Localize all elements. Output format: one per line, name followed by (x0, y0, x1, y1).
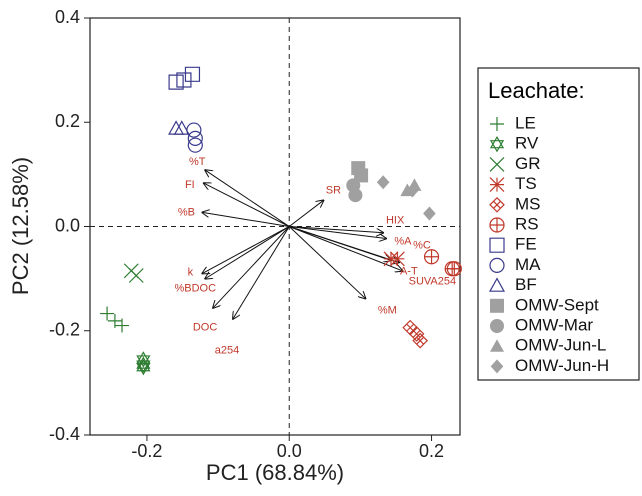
point (100, 306, 115, 321)
point (348, 188, 363, 203)
legend-marker (488, 277, 506, 292)
point (408, 326, 425, 342)
point (406, 183, 419, 198)
point (107, 313, 122, 328)
legend-label: MA (515, 255, 541, 274)
loading-label: k (188, 266, 194, 278)
legend-marker (490, 319, 504, 333)
x-tick-label: 0.2 (419, 441, 444, 461)
x-tick-label: -0.2 (131, 441, 162, 461)
point (187, 130, 203, 147)
legend-marker (489, 217, 505, 233)
loading-arrow (289, 226, 399, 263)
point (446, 261, 462, 277)
loading-arrow (289, 226, 402, 271)
legend-marker (490, 359, 504, 374)
loading-arrow (202, 212, 290, 227)
point (412, 332, 429, 349)
legend-label: OMW-Mar (515, 315, 593, 334)
legend-label: BF (515, 275, 537, 294)
legend-title: Leachate: (488, 78, 585, 103)
legend-marker (489, 257, 505, 273)
loading-label: A-T (400, 265, 418, 277)
legend-marker (489, 237, 505, 253)
point (128, 268, 144, 283)
loading-arrow (202, 226, 290, 274)
y-tick-label: 0.0 (55, 215, 80, 235)
legend-label: TS (515, 174, 537, 193)
loading-label: a254 (215, 345, 239, 357)
legend-label: OMW-Sept (515, 295, 599, 314)
loading-arrow (289, 226, 386, 239)
loading-arrow (288, 226, 365, 299)
loading-label: %C (413, 239, 431, 251)
legend-marker (489, 156, 505, 172)
point (354, 168, 369, 183)
legend-label: FE (515, 235, 537, 254)
point (168, 74, 184, 90)
loading-arrow (205, 170, 290, 227)
loading-label: %BDOC (174, 283, 216, 295)
legend-marker (490, 339, 504, 352)
loading-label: DOC (193, 322, 218, 334)
legend-marker (490, 298, 504, 313)
loading-arrow (289, 226, 383, 233)
loading-label: %B (178, 206, 195, 218)
loading-label: SUVA254 (409, 276, 457, 288)
legend-marker (490, 117, 504, 131)
point (184, 66, 201, 82)
y-tick-label: 0.4 (55, 7, 80, 27)
point (173, 120, 190, 135)
y-axis-label: PC2 (12.58%) (8, 157, 33, 295)
loading-arrow (204, 183, 290, 227)
loading-arrow (213, 226, 290, 308)
point (176, 72, 192, 88)
legend-label: LE (515, 113, 536, 132)
legend-label: OMW-Jun-H (515, 356, 609, 375)
legend-marker (489, 136, 505, 153)
legend-frame (477, 67, 640, 381)
loading-arrow (288, 200, 323, 227)
loading-label: %A (394, 235, 412, 247)
point (187, 137, 203, 153)
legend-label: GR (515, 154, 541, 173)
legend-label: RV (515, 134, 539, 153)
legend-marker (489, 177, 505, 193)
point (389, 251, 405, 267)
loading-label: SR (326, 184, 341, 196)
loading-label: FI (185, 179, 195, 191)
point (115, 318, 130, 333)
legend-label: MS (515, 194, 541, 213)
point (376, 175, 390, 190)
legend-label: RS (515, 214, 539, 233)
loading-arrow (233, 226, 290, 319)
legend-marker (489, 196, 505, 213)
loading-label: %T (189, 156, 206, 168)
point (423, 206, 436, 221)
loading-label: %M (378, 304, 397, 316)
y-tick-label: 0.2 (55, 111, 80, 131)
x-axis-label: PC1 (68.84%) (206, 460, 344, 485)
loading-label: HIX (386, 215, 405, 227)
y-tick-label: -0.2 (49, 320, 80, 340)
point (186, 122, 202, 138)
x-tick-label: 0.0 (277, 441, 302, 461)
y-tick-label: -0.4 (49, 424, 80, 444)
legend-label: OMW-Jun-L (515, 336, 606, 355)
loading-arrow (205, 226, 290, 279)
point (136, 359, 151, 376)
point (423, 249, 440, 265)
